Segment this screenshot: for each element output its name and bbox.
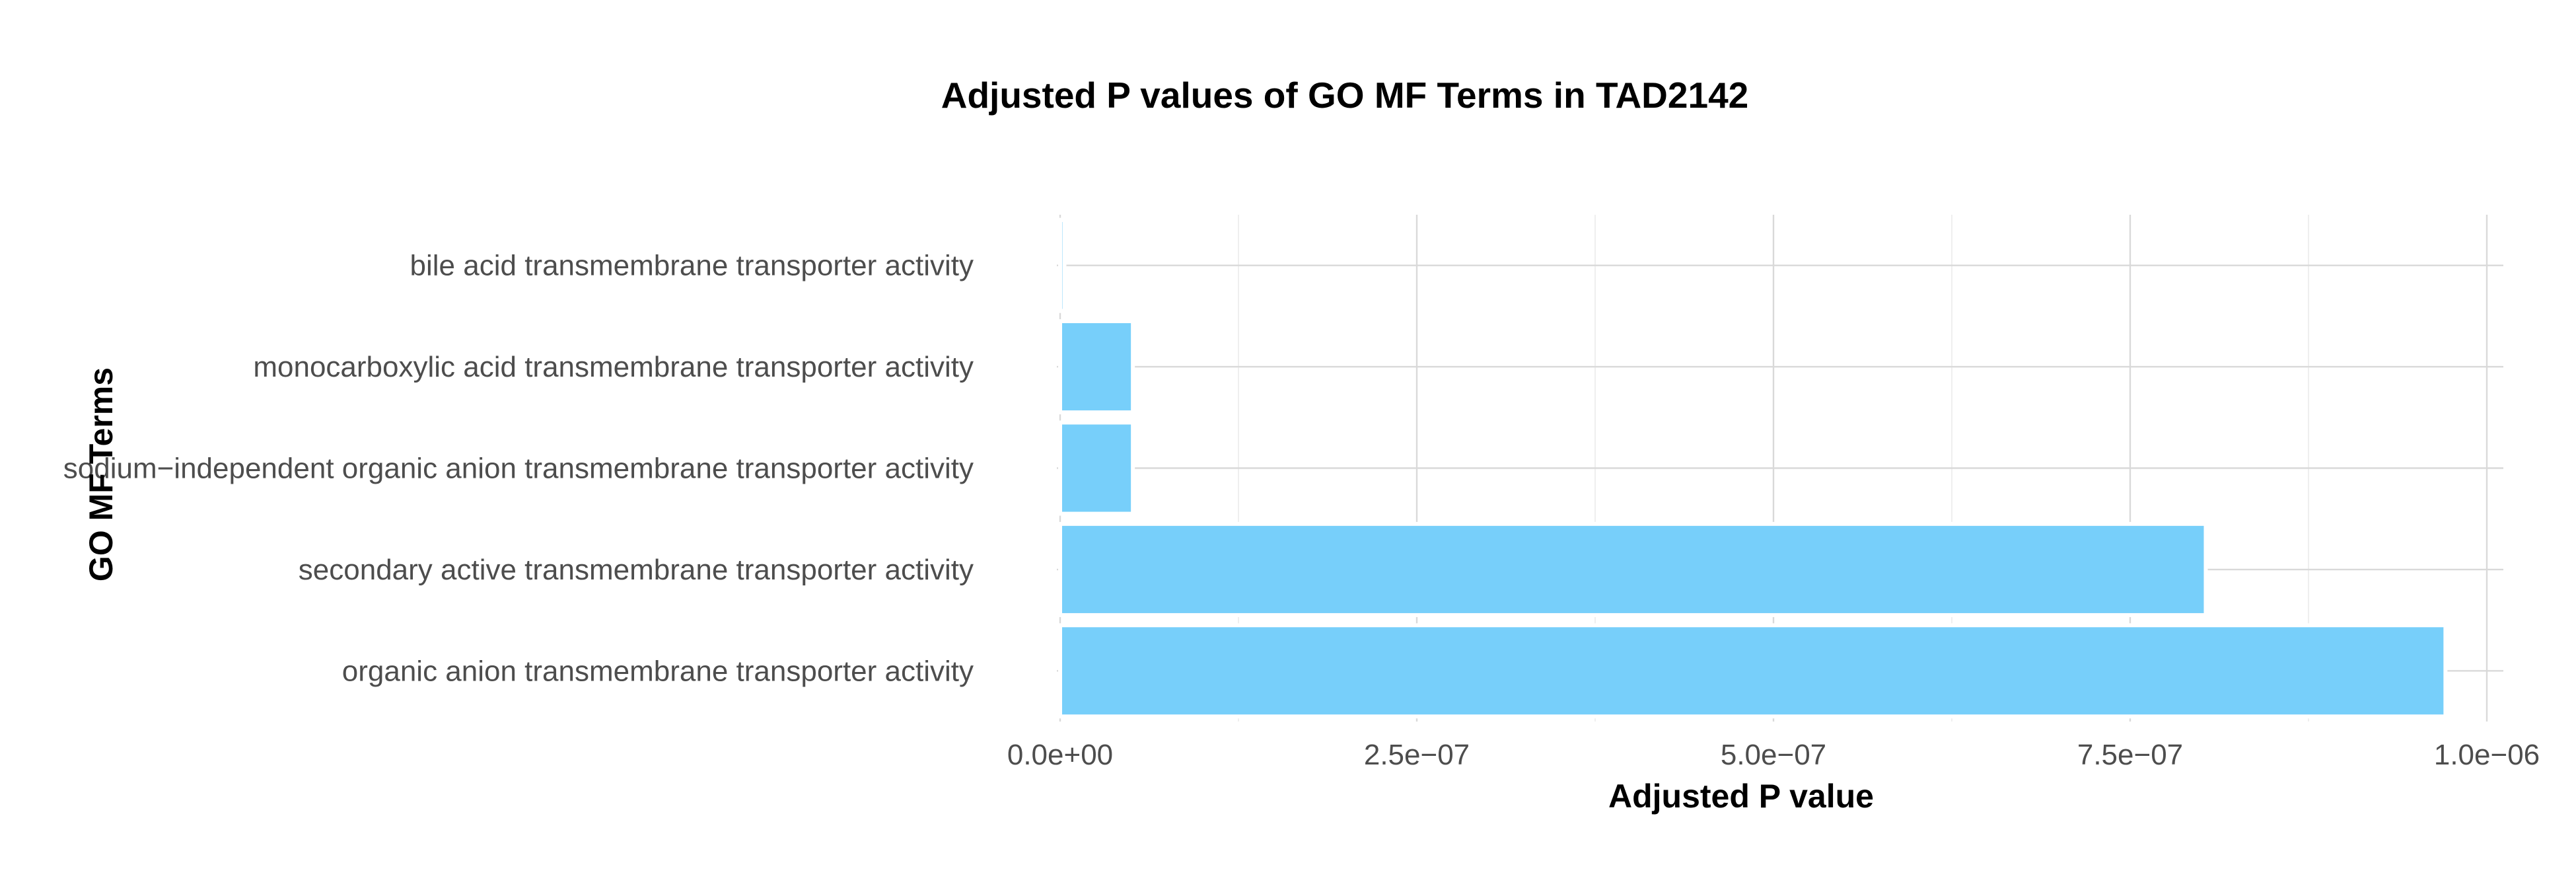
y-tick-label: sodium−independent organic anion transme… (63, 453, 974, 485)
x-tick-label: 2.5e−07 (1364, 739, 1470, 771)
bar (1058, 217, 1067, 313)
bar (1058, 420, 1135, 516)
bars (1058, 217, 2448, 719)
x-tick-label: 7.5e−07 (2077, 739, 2183, 771)
x-axis-title: Adjusted P value (1608, 778, 1874, 815)
y-tick-labels: bile acid transmembrane transporter acti… (63, 250, 974, 688)
x-tick-labels: 0.0e+00 2.5e−07 5.0e−07 7.5e−07 1.0e−06 (1007, 739, 2540, 771)
y-tick-label: organic anion transmembrane transporter … (342, 655, 974, 687)
x-tick-label: 1.0e−06 (2434, 739, 2540, 771)
bar (1058, 623, 2448, 719)
y-tick-label: bile acid transmembrane transporter acti… (410, 250, 974, 282)
y-tick-label: monocarboxylic acid transmembrane transp… (253, 351, 974, 383)
y-tick-label: secondary active transmembrane transport… (299, 554, 974, 586)
chart-title: Adjusted P values of GO MF Terms in TAD2… (941, 75, 1749, 116)
bar (1058, 319, 1135, 415)
x-tick-label: 0.0e+00 (1007, 739, 1113, 771)
x-tick-label: 5.0e−07 (1721, 739, 1826, 771)
y-axis-title: GO MF Terms (83, 367, 120, 581)
bar (1058, 521, 2208, 617)
